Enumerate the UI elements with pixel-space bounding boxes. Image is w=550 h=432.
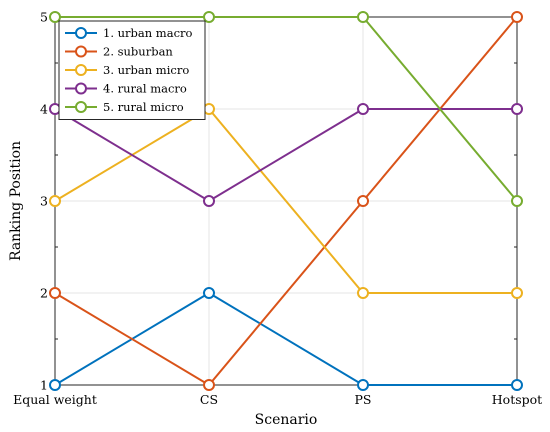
legend-label: 4. rural macro: [103, 82, 187, 96]
x-tick-label: Equal weight: [13, 392, 97, 407]
legend-swatch-marker: [75, 101, 87, 113]
legend-swatch-marker: [75, 27, 87, 39]
data-point: [357, 103, 369, 115]
x-tick-label: CS: [200, 392, 218, 407]
legend-label: 2. suburban: [103, 45, 173, 59]
data-point: [49, 11, 61, 23]
data-point: [203, 11, 215, 23]
y-tick-label: 1: [40, 378, 48, 393]
data-point: [203, 379, 215, 391]
data-point: [511, 103, 523, 115]
series-line: [54, 108, 517, 202]
data-point: [49, 379, 61, 391]
series-lines: [49, 11, 523, 391]
series-5: [49, 11, 523, 207]
data-point: [511, 11, 523, 23]
data-point: [357, 11, 369, 23]
series-line: [54, 292, 517, 386]
legend: 1. urban macro 2. suburban 3. urban micro 4…: [58, 20, 206, 120]
data-point: [357, 379, 369, 391]
legend-label: 1. urban macro: [103, 26, 193, 40]
y-tick-label: 3: [40, 194, 48, 209]
data-point: [511, 195, 523, 207]
data-point: [49, 195, 61, 207]
series-line: [55, 16, 518, 202]
legend-swatch-marker: [75, 45, 87, 58]
y-tick-label: 2: [40, 286, 48, 301]
y-axis-label: Ranking Position: [8, 141, 24, 261]
legend-swatch-marker: [75, 82, 87, 95]
data-point: [357, 195, 369, 207]
data-point: [203, 195, 215, 207]
x-tick-label: PS: [355, 392, 372, 407]
legend-label: 3. urban micro: [103, 63, 189, 77]
data-point: [357, 287, 369, 299]
x-axis-label: Scenario: [255, 412, 318, 428]
y-tick-label: 4: [40, 102, 48, 117]
series-1: [49, 287, 523, 391]
data-point: [203, 287, 215, 299]
legend-swatch-marker: [75, 64, 87, 76]
data-point: [49, 287, 61, 299]
legend-label: 5. rural micro: [103, 100, 184, 114]
data-point: [511, 379, 523, 391]
data-point: [511, 287, 523, 299]
y-tick-label: 5: [40, 10, 48, 25]
x-tick-label: Hotspot: [492, 392, 542, 407]
